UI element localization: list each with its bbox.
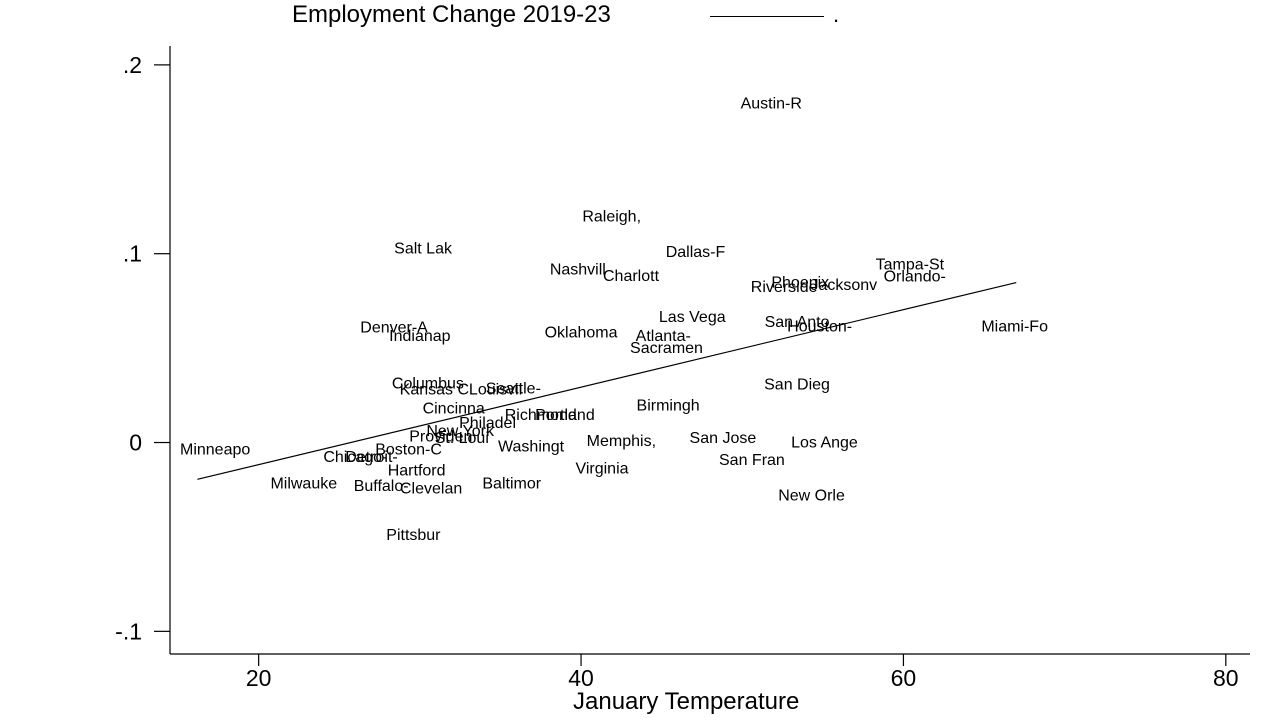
- point-label: San Jose: [690, 430, 757, 447]
- point-label: Miami-Fo: [981, 319, 1048, 336]
- point-label: Tampa-St: [876, 256, 945, 273]
- axes: -.1 0 .1 .2 20 40 60 80: [115, 46, 1250, 691]
- point-label: Richmond: [505, 407, 577, 424]
- y-tick-label: -.1: [115, 618, 142, 644]
- fit-line: [197, 282, 1017, 480]
- chart-title: Employment Change 2019-23: [292, 1, 611, 28]
- point-label: Minneapo: [180, 441, 250, 458]
- point-label: Washingt: [498, 439, 565, 456]
- point-label: Sacramen: [630, 340, 703, 357]
- point-label: New York: [426, 423, 495, 440]
- point-label: Clevelan: [400, 481, 462, 498]
- point-label: Detroit-: [345, 449, 397, 466]
- point-label: Nashvill: [550, 262, 606, 279]
- point-label: Baltimor: [482, 475, 541, 492]
- point-label: Cincinna: [423, 401, 485, 418]
- point-label: San Dieg: [764, 377, 830, 394]
- point-label: Buffalo-: [354, 478, 409, 495]
- point-label: Hartford: [388, 462, 446, 479]
- point-label: Louisvil: [469, 382, 522, 399]
- point-label: Phoenix: [771, 275, 829, 292]
- point-label: Raleigh,: [582, 208, 641, 225]
- x-tick-label: 40: [568, 665, 594, 691]
- point-label: Memphis,: [587, 433, 656, 450]
- x-tick-label: 80: [1213, 665, 1239, 691]
- point-label: Charlott: [603, 268, 660, 285]
- legend-line-swatch: [710, 16, 824, 17]
- point-label: Riverside: [751, 279, 818, 296]
- point-label: Pittsbur: [386, 527, 441, 544]
- point-label: Providen: [409, 428, 472, 445]
- y-tick-label: 0: [129, 430, 142, 456]
- x-tick-label: 20: [246, 665, 272, 691]
- point-label: Boston-C: [375, 441, 442, 458]
- point-label: Portland: [535, 407, 595, 424]
- point-label: Milwauke: [270, 475, 337, 492]
- point-label: Kansas C: [400, 382, 469, 399]
- point-label: Birmingh: [637, 398, 700, 415]
- fit-line-group: [197, 282, 1017, 480]
- x-axis-label: January Temperature: [573, 688, 800, 715]
- legend-label: .: [833, 2, 840, 27]
- point-label: Houston-: [787, 319, 852, 336]
- point-label: Jacksonv: [810, 277, 877, 294]
- y-tick-label: .1: [123, 241, 142, 267]
- point-label: Chicago-: [323, 449, 387, 466]
- point-label: Virginia: [575, 461, 628, 478]
- point-label: Columbus: [392, 375, 464, 392]
- point-labels: Austin-R Raleigh, Salt Lak Dallas-F Nashvill…: [180, 96, 1048, 544]
- point-label: Austin-R: [741, 96, 802, 113]
- point-label: Atlanta-: [636, 328, 691, 345]
- point-label: Philadel: [459, 415, 516, 432]
- point-label: Indianap: [389, 328, 450, 345]
- point-label: Seattle-: [486, 380, 541, 397]
- point-label: Denver-A: [360, 320, 428, 337]
- point-label: Los Ange: [791, 435, 858, 452]
- point-label: San Fran: [719, 452, 785, 469]
- point-label: Orlando-: [884, 269, 946, 286]
- y-tick-label: .2: [123, 52, 142, 78]
- point-label: San Anto: [765, 314, 830, 331]
- point-label: New Orle: [778, 487, 845, 504]
- point-label: Dallas-F: [666, 244, 726, 261]
- point-label: Oklahoma: [545, 324, 618, 341]
- point-label: St. Loui: [435, 430, 489, 447]
- x-tick-label: 60: [891, 665, 917, 691]
- point-label: Las Vega: [659, 309, 726, 326]
- point-label: Salt Lak: [394, 241, 453, 258]
